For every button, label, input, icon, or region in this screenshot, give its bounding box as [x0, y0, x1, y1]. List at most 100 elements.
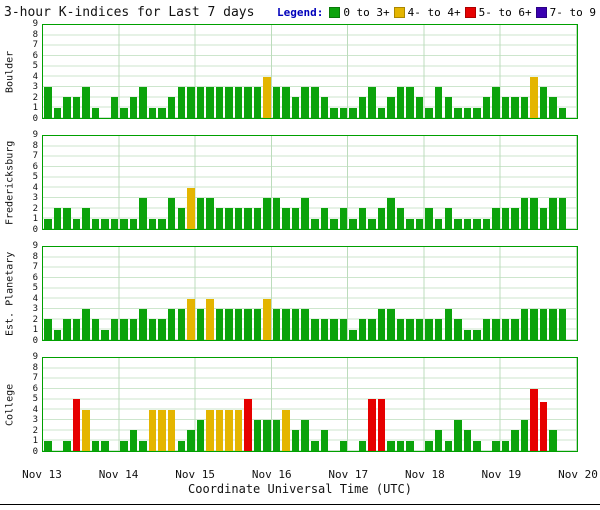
station-label: Boulder	[4, 50, 16, 93]
k-index-bar	[377, 107, 386, 118]
plot-area	[42, 246, 578, 341]
k-index-bar	[425, 107, 433, 118]
k-index-bar	[63, 97, 71, 118]
k-index-bar	[301, 309, 309, 340]
k-index-bar	[177, 309, 186, 340]
chart-footer: Updated 2024 Nov 19 2130 NOAA/SWPC Bould…	[0, 504, 600, 510]
k-index-bar	[311, 87, 319, 118]
k-index-bar	[511, 97, 519, 118]
k-index-bar	[492, 208, 500, 229]
legend-item-label: 0 to 3+	[343, 5, 390, 19]
k-index-bar	[167, 309, 176, 340]
k-index-bar	[225, 409, 233, 451]
k-index-bar	[272, 420, 281, 451]
k-index-bar	[454, 420, 462, 451]
k-index-bar	[44, 218, 52, 229]
legend-item-label: 7- to 9	[549, 5, 596, 19]
k-index-bar	[91, 107, 100, 118]
k-index-bar	[158, 409, 166, 451]
k-index-bar	[129, 97, 138, 118]
k-index-bar	[291, 309, 300, 340]
k-index-bar	[244, 399, 252, 451]
k-index-bar	[434, 218, 443, 229]
k-index-bar	[139, 440, 147, 451]
k-index-bar	[454, 107, 462, 118]
k-index-bar	[244, 208, 252, 229]
plot-area	[42, 357, 578, 452]
k-index-bar	[311, 319, 319, 340]
k-index-bar	[72, 218, 81, 229]
k-index-bar	[282, 208, 290, 229]
x-tick-label: Nov 16	[251, 468, 292, 481]
k-index-bar	[187, 430, 195, 451]
k-index-bar	[425, 319, 433, 340]
k-index-bar	[482, 319, 491, 340]
y-tick-label: 1	[32, 214, 38, 225]
k-index-bar	[539, 402, 548, 451]
k-index-bar	[368, 399, 376, 451]
k-index-bar	[82, 409, 90, 451]
k-index-bar	[558, 309, 567, 340]
k-index-bar	[72, 97, 81, 118]
legend-item-red: 5- to 6+	[464, 6, 532, 19]
k-index-bar	[110, 218, 119, 229]
k-index-bar	[349, 329, 357, 340]
k-index-bar	[511, 319, 519, 340]
y-tick-label: 6	[32, 161, 38, 172]
k-index-bar	[434, 319, 443, 340]
k-index-bar	[44, 440, 52, 451]
k-index-bar	[549, 198, 557, 229]
k-index-bar	[530, 389, 538, 451]
k-index-bar	[473, 218, 481, 229]
k-index-bar	[358, 319, 367, 340]
k-index-bar	[311, 440, 319, 451]
k-index-bar	[206, 87, 214, 118]
legend-label: Legend:	[276, 5, 324, 19]
k-index-bar	[539, 87, 548, 118]
k-index-bar	[425, 440, 433, 451]
y-tick-label: 2	[32, 92, 38, 103]
k-index-bar	[120, 218, 128, 229]
k-index-bar	[148, 107, 157, 118]
k-index-bar	[253, 309, 262, 340]
k-index-bar	[377, 399, 386, 451]
k-index-bar	[234, 309, 243, 340]
k-index-bar	[339, 208, 348, 229]
k-index-bar	[320, 208, 329, 229]
k-index-bar	[91, 218, 100, 229]
k-index-bar	[387, 309, 395, 340]
k-index-bar	[330, 319, 338, 340]
k-index-bar	[520, 198, 529, 229]
k-index-bar	[53, 107, 62, 118]
k-index-bar	[187, 87, 195, 118]
y-tick-label: 8	[32, 140, 38, 151]
k-index-bar	[120, 107, 128, 118]
k-index-bar	[549, 309, 557, 340]
chart-header: 3-hour K-indices for Last 7 days Legend:…	[0, 0, 600, 22]
x-tick-label: Nov 15	[175, 468, 216, 481]
k-index-bar	[320, 319, 329, 340]
y-tick-label: 9	[32, 130, 38, 140]
k-index-bar	[139, 309, 147, 340]
k-index-bar	[311, 218, 319, 229]
k-index-bar	[234, 87, 243, 118]
x-tick-label: Nov 20	[558, 468, 598, 481]
k-index-bar	[501, 319, 510, 340]
station-label: College	[4, 383, 16, 426]
k-index-bar	[177, 87, 186, 118]
k-index-bar	[101, 329, 109, 340]
k-index-bar	[206, 198, 214, 229]
y-tick-label: 9	[32, 241, 38, 251]
y-tick-label: 5	[32, 61, 38, 72]
k-index-bar	[463, 107, 472, 118]
k-index-bar	[377, 208, 386, 229]
k-index-bar	[196, 198, 205, 229]
y-tick-label: 1	[32, 325, 38, 336]
k-index-bar	[263, 198, 271, 229]
k-index-bar	[82, 87, 90, 118]
